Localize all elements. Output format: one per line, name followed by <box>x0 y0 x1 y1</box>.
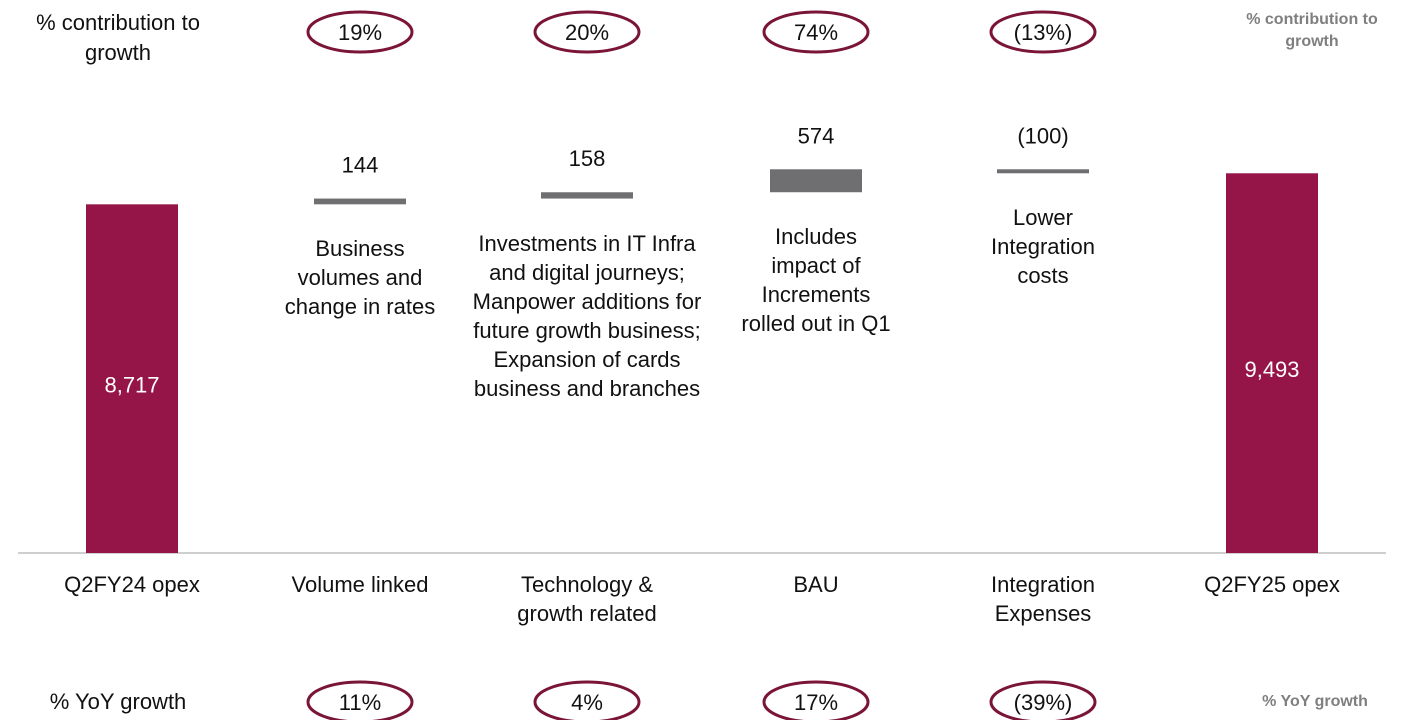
contribution-value: 74% <box>794 20 838 45</box>
total-bar <box>1226 173 1318 553</box>
yoy-circle <box>306 680 414 720</box>
contribution-circle <box>306 10 414 54</box>
value-label: 574 <box>798 123 835 148</box>
value-label: (100) <box>1017 123 1068 148</box>
value-label: 9,493 <box>1244 357 1299 382</box>
x-tick-label: Volume linked <box>291 572 429 597</box>
yoy-label-right: % YoY growth <box>1262 693 1368 710</box>
contribution-value: (13%) <box>1014 20 1073 45</box>
yoy-value: (39%) <box>1014 690 1073 715</box>
delta-bar <box>997 169 1089 174</box>
yoy-circle <box>533 680 641 720</box>
yoy-circle <box>989 680 1097 720</box>
contribution-circle <box>989 10 1097 54</box>
x-tick-label: Q2FY24 opex <box>64 572 200 597</box>
x-tick-label: BAU <box>793 572 839 597</box>
yoy-value: 11% <box>339 690 381 715</box>
note: Investments in IT Infra and digital jour… <box>472 230 702 401</box>
value-label: 144 <box>342 153 379 178</box>
note: Business volumes and change in rates <box>284 236 436 320</box>
delta-bar <box>541 192 633 199</box>
note: Lower Integration costs <box>991 205 1095 289</box>
contribution-label: % contribution to growth <box>36 10 200 65</box>
contribution-value: 20% <box>565 20 609 45</box>
value-label: 158 <box>569 146 606 171</box>
delta-bar <box>314 198 406 205</box>
delta-bar <box>770 169 862 193</box>
contribution-label-right: % contribution to growth <box>1246 11 1378 50</box>
yoy-label: % YoY growth <box>49 689 187 714</box>
yoy-circle <box>762 680 870 720</box>
x-tick-label: Q2FY25 opex <box>1204 572 1340 597</box>
contribution-circle <box>762 10 870 54</box>
note: Includes impact of Increments rolled out… <box>741 224 891 337</box>
x-tick-label: Integration Expenses <box>991 572 1095 626</box>
yoy-value: 4% <box>571 690 603 715</box>
contribution-circle <box>533 10 641 54</box>
yoy-value: 17% <box>794 690 838 715</box>
x-tick-label: Technology & growth related <box>517 572 657 626</box>
contribution-value: 19% <box>338 20 382 45</box>
value-label: 8,717 <box>104 373 159 398</box>
total-bar <box>86 204 178 553</box>
